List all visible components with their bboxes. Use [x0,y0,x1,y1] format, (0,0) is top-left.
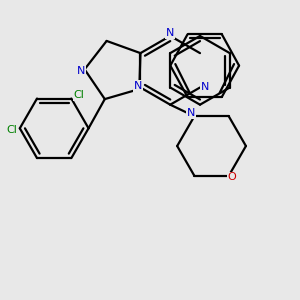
Text: Cl: Cl [7,125,17,135]
Text: N: N [134,81,142,91]
Text: O: O [227,172,236,182]
Text: N: N [166,28,174,38]
Text: Cl: Cl [74,90,85,100]
Text: N: N [77,66,86,76]
Text: N: N [200,82,209,92]
Text: N: N [187,108,195,118]
